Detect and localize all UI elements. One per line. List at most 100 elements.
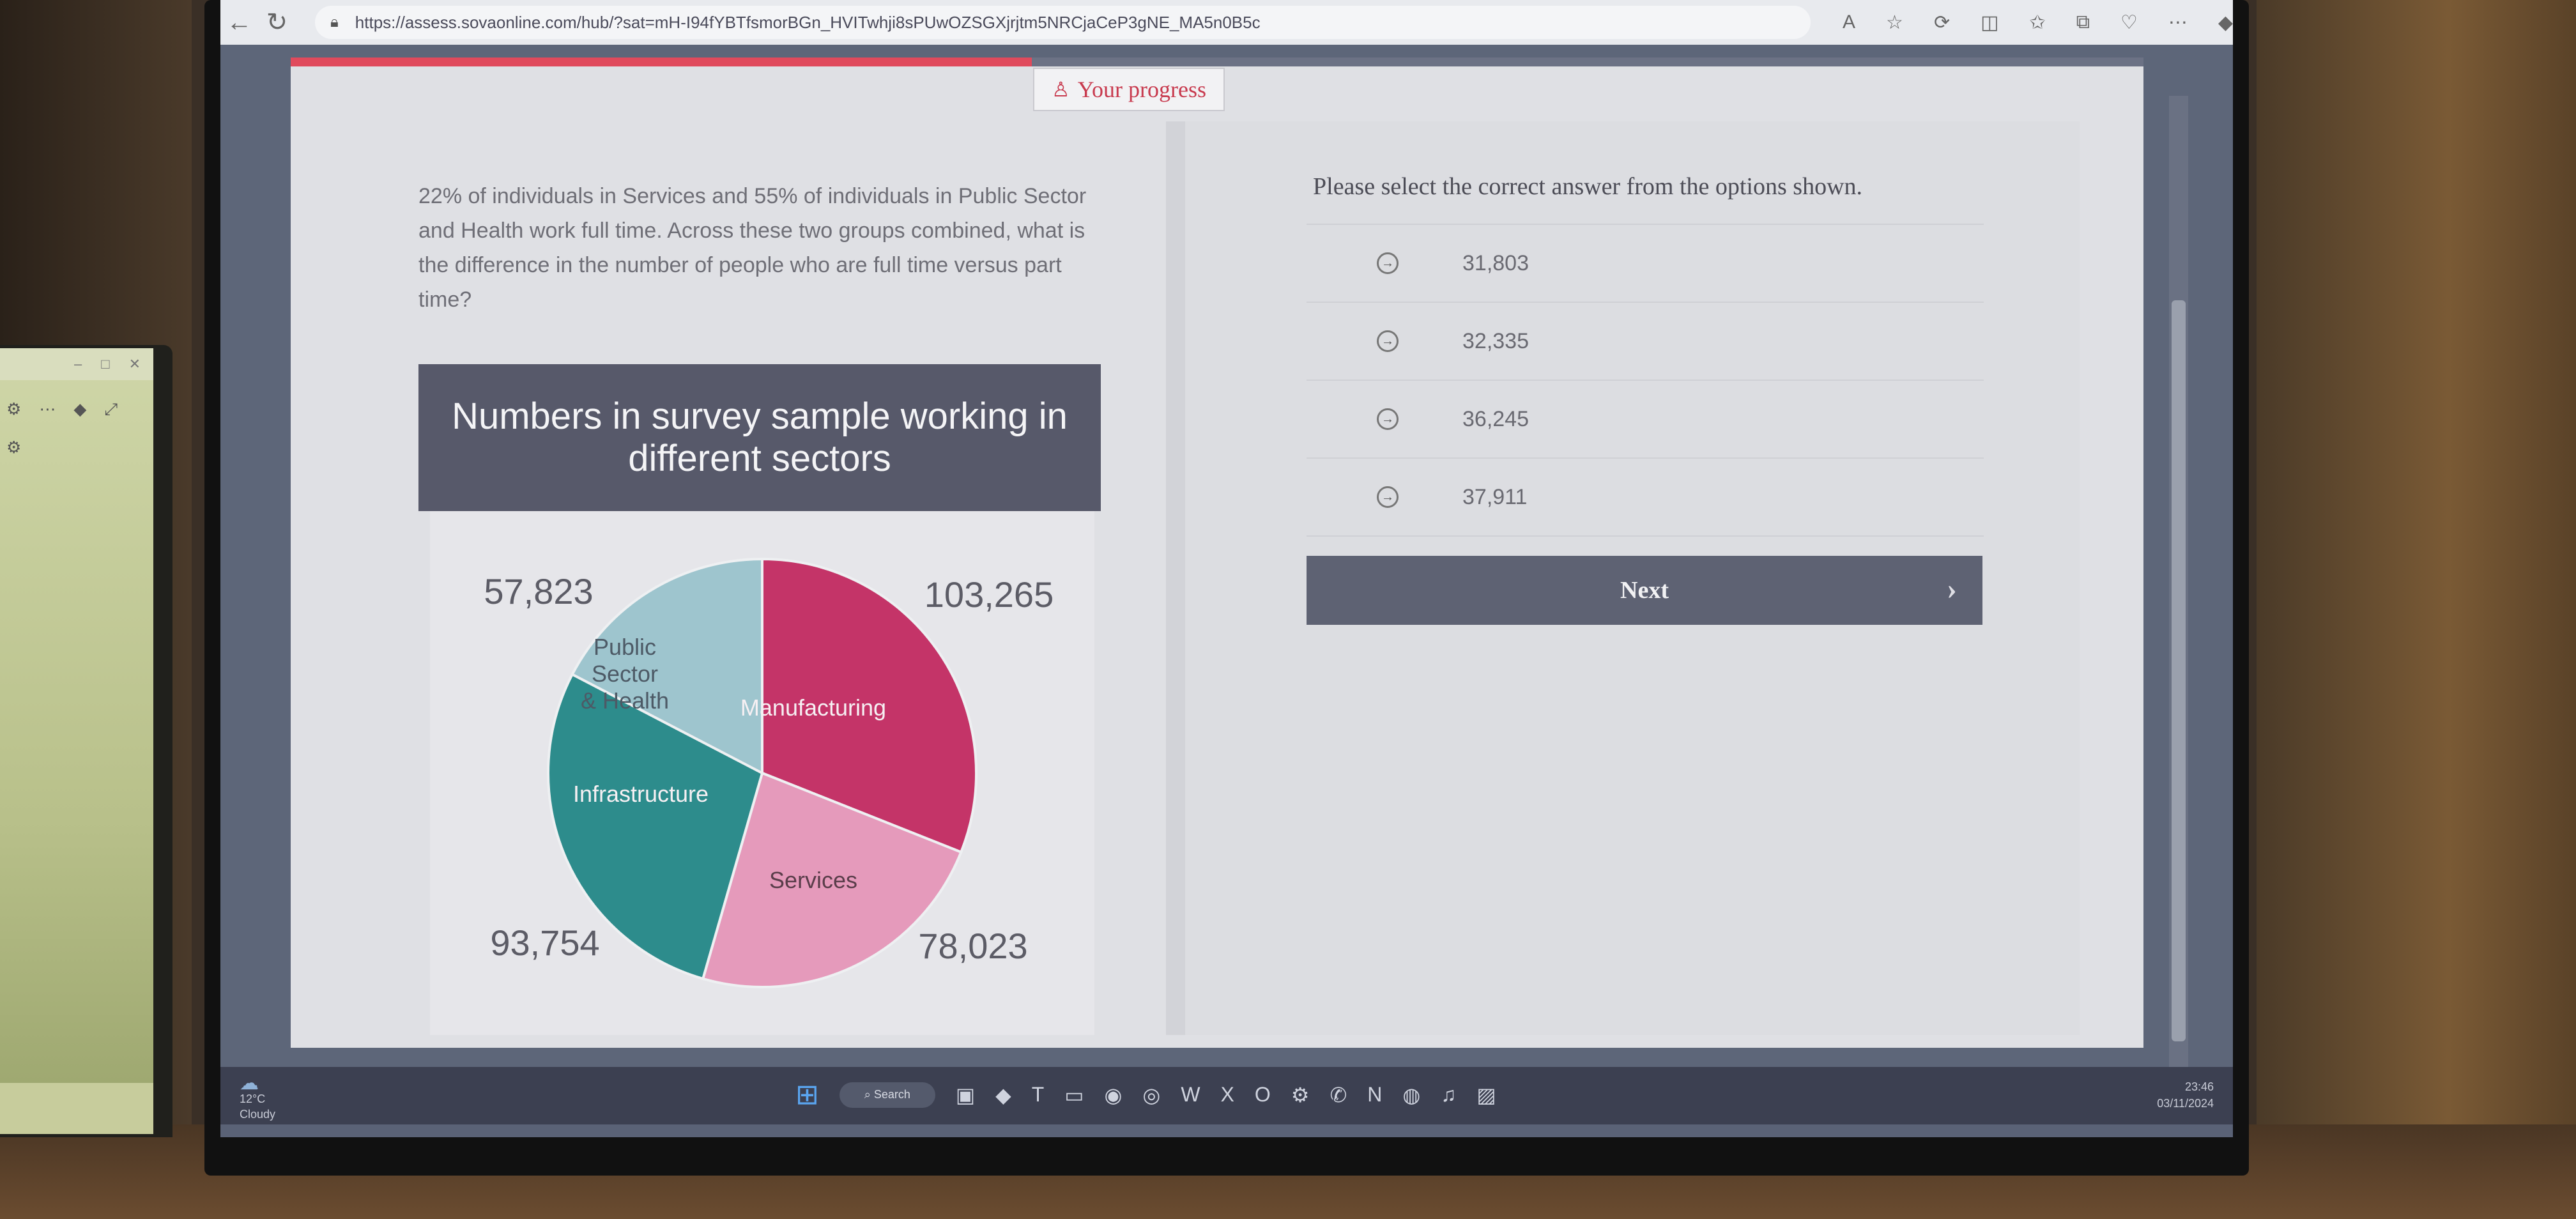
edge-icon[interactable]: ◉ <box>1104 1083 1123 1107</box>
settings-icon[interactable]: ⚙ <box>1291 1083 1310 1107</box>
copilot-icon[interactable]: ◆ <box>73 399 87 418</box>
search-icon: ⌕ <box>864 1088 874 1101</box>
pie-category-label: Manufacturing <box>740 694 886 721</box>
favorites-icon[interactable]: ✩ <box>2029 12 2046 33</box>
pie-chart-svg: Manufacturing Services Infrastructure Publi… <box>484 557 1054 988</box>
laptop-taskbar <box>0 1083 153 1134</box>
pie-value-label: 57,823 <box>484 571 593 611</box>
split-screen-icon[interactable]: ◫ <box>1981 12 1999 33</box>
question-panel: 22% of individuals in Services and 55% o… <box>387 121 1153 1035</box>
monitor-screen: ← ↻ 🔒︎ https://assess.sovaonline.com/hub… <box>220 0 2233 1137</box>
chrome-icon[interactable]: ◎ <box>1142 1083 1161 1107</box>
netflix-icon[interactable]: N <box>1367 1083 1383 1106</box>
taskbar-search[interactable]: ⌕ Search <box>839 1082 935 1108</box>
answer-options: → 31,803 → 32,335 → 36,245 → 37,911 <box>1307 224 1984 537</box>
windows-start-icon[interactable]: ⊞ <box>795 1079 819 1110</box>
panel-divider <box>1166 121 1185 1035</box>
minimize-icon[interactable]: – <box>74 356 82 372</box>
more-menu-icon[interactable]: ⋯ <box>2168 12 2188 33</box>
copilot-icon[interactable]: ◆ <box>2218 12 2233 33</box>
windows-taskbar: ☁ 12°C Cloudy ⊞ ⌕ Search ▣ ◆ T ▭ ◉ ◎ W X… <box>220 1067 2233 1124</box>
pie-category-label: Services <box>769 867 857 893</box>
your-progress-label: Your progress <box>1077 77 1207 102</box>
system-clock[interactable]: 23:46 03/11/2024 <box>2157 1078 2214 1112</box>
lock-icon: 🔒︎ <box>330 13 339 31</box>
arrow-circle-icon: → <box>1377 408 1399 430</box>
scrollbar-thumb[interactable] <box>2172 300 2186 1041</box>
browser-actions: A ☆ ⟳ ◫ ✩ ⧉ ♡ ⋯ ◆ <box>1843 12 2233 34</box>
side-laptop-screen: – □ ✕ ⚙ ⋯ ◆ ⤢ ⚙ <box>0 348 153 1134</box>
extension-icon[interactable]: ⟳ <box>1933 12 1951 33</box>
weather-widget[interactable]: ☁ 12°C Cloudy <box>240 1073 276 1122</box>
refresh-icon[interactable]: ↻ <box>266 8 288 36</box>
pie-slice-3 <box>547 672 764 981</box>
answer-option-4[interactable]: → 37,911 <box>1307 457 1984 537</box>
next-button-label: Next <box>1620 577 1669 604</box>
clock-date: 03/11/2024 <box>2157 1097 2214 1110</box>
collections-icon[interactable]: ⧉ <box>2076 11 2090 33</box>
browser-toolbar: ← ↻ 🔒︎ https://assess.sovaonline.com/hub… <box>220 0 2233 45</box>
chart-title: Numbers in survey sample working in diff… <box>418 364 1101 511</box>
clock-time: 23:46 <box>2184 1080 2214 1093</box>
next-button[interactable]: Next › <box>1307 556 1982 625</box>
copilot-app-icon[interactable]: ◆ <box>995 1083 1011 1107</box>
pie-chart: Manufacturing Services Infrastructure Publi… <box>430 511 1094 1035</box>
extension-icon[interactable]: ⚙ <box>6 399 22 418</box>
url-text: https://assess.sovaonline.com/hub/?sat=m… <box>355 12 1261 32</box>
more-icon[interactable]: ⋯ <box>39 399 56 418</box>
progress-bar <box>291 57 2143 66</box>
photos-icon[interactable]: ▨ <box>1476 1083 1496 1107</box>
excel-icon[interactable]: X <box>1220 1083 1234 1106</box>
spotify-icon[interactable]: ♫ <box>1441 1083 1457 1106</box>
pie-category-label: Public Sector & Health <box>581 634 669 714</box>
answer-instruction: Please select the correct answer from th… <box>1313 173 1863 200</box>
taskbar-apps: ⊞ ⌕ Search ▣ ◆ T ▭ ◉ ◎ W X O ⚙ ✆ N ◍ ♫ ▨ <box>795 1078 1496 1111</box>
word-icon[interactable]: W <box>1181 1083 1200 1106</box>
maximize-icon[interactable]: □ <box>101 356 110 372</box>
answer-option-label: 36,245 <box>1462 406 1529 431</box>
answer-option-label: 37,911 <box>1462 484 1528 509</box>
task-view-icon[interactable]: ▣ <box>955 1083 976 1107</box>
outlook-icon[interactable]: O <box>1254 1083 1271 1106</box>
favorite-star-icon[interactable]: ☆ <box>1886 12 1903 33</box>
file-explorer-icon[interactable]: ▭ <box>1064 1083 1084 1107</box>
person-icon: ♙ <box>1051 78 1070 101</box>
pie-category-label: Infrastructure <box>573 781 709 807</box>
background-wall-right <box>2257 0 2576 1219</box>
browser-essentials-icon[interactable]: ♡ <box>2120 12 2138 33</box>
temperature: 12°C <box>240 1092 266 1105</box>
weather-condition: Cloudy <box>240 1108 276 1121</box>
question-text: 22% of individuals in Services and 55% o… <box>418 184 1087 312</box>
arrow-circle-icon: → <box>1377 252 1399 274</box>
progress-bar-fill <box>291 57 1032 66</box>
answer-option-1[interactable]: → 31,803 <box>1307 224 1984 302</box>
settings-icon[interactable]: ⚙ <box>6 438 22 457</box>
answer-option-label: 31,803 <box>1462 250 1529 275</box>
question-card: ♙ Your progress 22% of individuals in Se… <box>291 57 2143 1048</box>
pie-value-label: 78,023 <box>918 926 1027 966</box>
pie-slice-2 <box>701 771 963 988</box>
cloud-icon: ☁ <box>240 1073 259 1094</box>
expand-icon[interactable]: ⤢ <box>104 399 118 418</box>
your-progress-tab[interactable]: ♙ Your progress <box>1033 68 1225 111</box>
answer-option-label: 32,335 <box>1462 328 1529 353</box>
pie-value-label: 103,265 <box>924 574 1054 615</box>
address-bar[interactable]: 🔒︎ https://assess.sovaonline.com/hub/?sa… <box>315 6 1811 39</box>
arrow-circle-icon: → <box>1377 486 1399 508</box>
whatsapp-icon[interactable]: ✆ <box>1330 1083 1347 1107</box>
pie-slice-1 <box>761 557 977 854</box>
assessment-page: ♙ Your progress 22% of individuals in Se… <box>220 45 2233 1080</box>
close-icon[interactable]: ✕ <box>128 356 141 372</box>
read-aloud-icon[interactable]: A <box>1843 11 1856 33</box>
arrow-circle-icon: → <box>1377 330 1399 352</box>
page-scrollbar[interactable] <box>2169 96 2188 1080</box>
back-arrow-icon[interactable]: ← <box>226 8 252 36</box>
browser-icon[interactable]: ◍ <box>1402 1083 1421 1107</box>
pie-value-label: 93,754 <box>490 923 599 963</box>
answer-option-2[interactable]: → 32,335 <box>1307 302 1984 379</box>
answer-panel: Please select the correct answer from th… <box>1185 121 2080 1035</box>
answer-option-3[interactable]: → 36,245 <box>1307 379 1984 457</box>
laptop-window-controls: – □ ✕ <box>0 348 153 380</box>
search-label: Search <box>873 1088 910 1101</box>
teams-icon[interactable]: T <box>1031 1083 1045 1106</box>
